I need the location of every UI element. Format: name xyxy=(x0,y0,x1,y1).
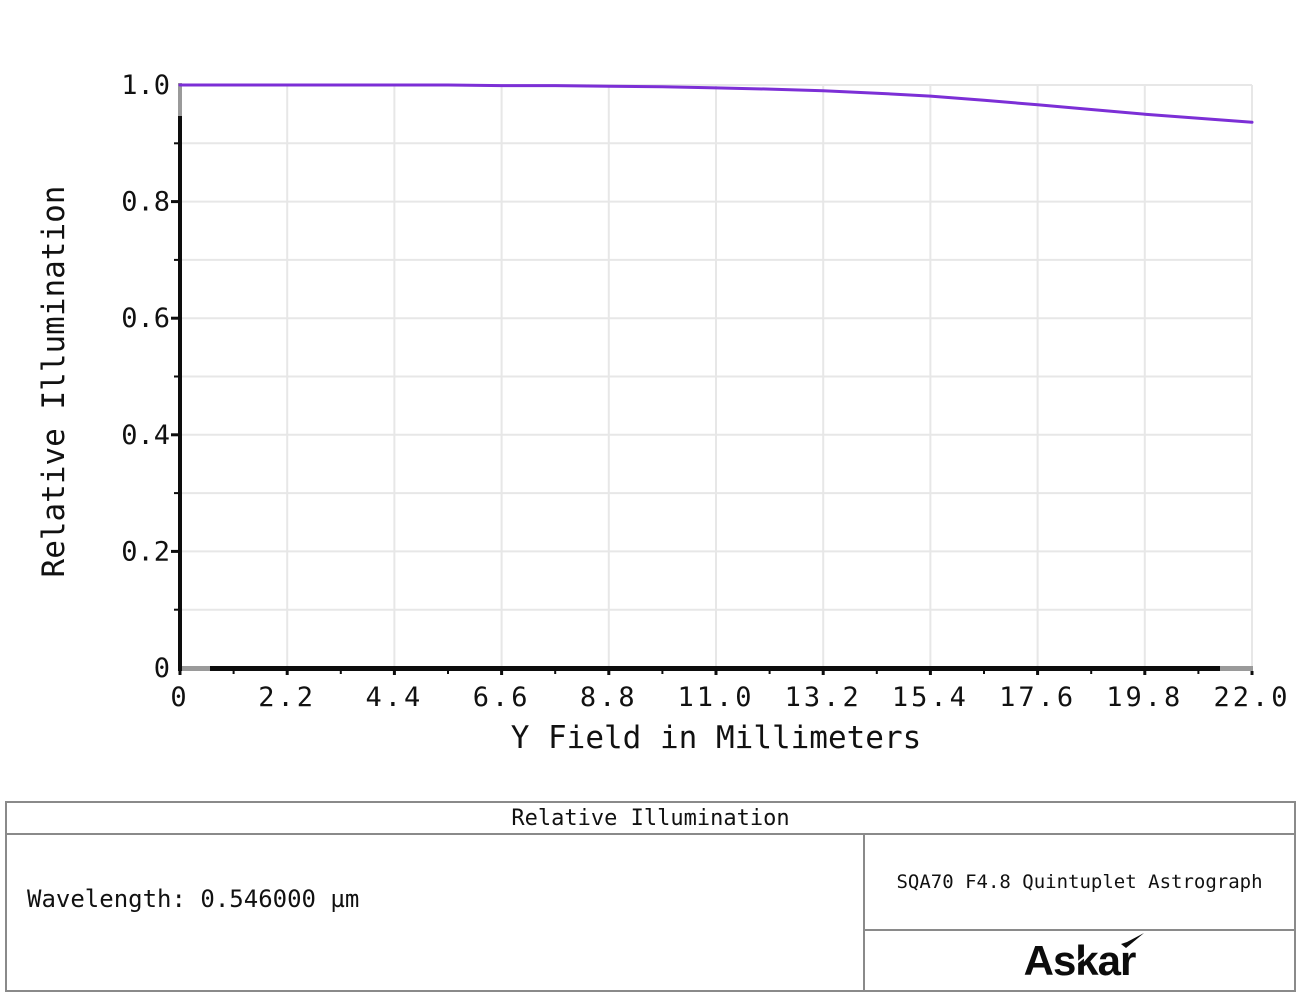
y-tick-label: 1.0 xyxy=(121,70,170,101)
x-axis-minor-tick xyxy=(1197,671,1200,674)
x-tick-label: 13.2 xyxy=(785,682,862,713)
x-tick-label: 8.8 xyxy=(580,682,638,713)
y-axis-title: Relative Illumination xyxy=(36,186,72,578)
y-axis-tick xyxy=(171,200,178,204)
y-axis-tick xyxy=(174,608,178,611)
y-tick-label: 0.2 xyxy=(121,536,170,567)
x-axis-minor-tick xyxy=(339,671,342,674)
relative-illumination-curve xyxy=(178,83,1254,124)
x-axis-tick xyxy=(1143,671,1147,675)
y-axis-line xyxy=(178,116,182,671)
x-tick-label: 22.0 xyxy=(1213,682,1290,713)
summary-table: Relative Illumination Wavelength: 0.5460… xyxy=(5,801,1296,992)
brand-box: Askar xyxy=(865,931,1294,990)
y-axis-tick xyxy=(174,142,178,145)
askar-swoosh-icon xyxy=(1121,932,1145,948)
x-axis-minor-tick xyxy=(661,671,664,674)
y-axis-tick xyxy=(174,492,178,495)
summary-right-column: SQA70 F4.8 Quintuplet Astrograph Askar xyxy=(865,835,1294,990)
x-tick-label: 19.8 xyxy=(1106,682,1183,713)
relative-illumination-plot: 1.0 0.8 0.6 0.4 0.2 00 2.2 4.4 6.6 8.8 11.0 13.2 15.… xyxy=(36,70,1290,756)
x-axis-minor-tick xyxy=(447,671,449,674)
x-axis-tick xyxy=(607,671,611,675)
y-axis-tick xyxy=(171,316,178,320)
x-axis-tick xyxy=(178,671,182,675)
wavelength-text: Wavelength: 0.546000 µm xyxy=(7,835,865,990)
y-tick-label: 0 xyxy=(154,653,170,684)
x-axis-minor-tick xyxy=(232,671,235,674)
x-tick-label: 4.4 xyxy=(366,682,424,713)
x-axis-minor-tick xyxy=(554,671,557,674)
x-tick-label: 0 xyxy=(170,682,189,713)
x-axis-tick xyxy=(928,671,932,675)
x-tick-label: 2.2 xyxy=(258,682,316,713)
x-axis-title: Y Field in Millimeters xyxy=(511,720,922,756)
y-axis-tick xyxy=(174,258,178,261)
x-tick-label: 6.6 xyxy=(473,682,531,713)
x-axis-tick xyxy=(500,671,504,675)
y-axis-tick xyxy=(174,375,178,378)
y-axis-tick xyxy=(171,549,178,553)
summary-body: Wavelength: 0.546000 µm SQA70 F4.8 Quint… xyxy=(7,835,1294,990)
x-axis-tick xyxy=(392,671,396,675)
x-axis-line xyxy=(210,666,1220,671)
x-tick-label: 17.6 xyxy=(999,682,1076,713)
y-axis-tick xyxy=(171,433,178,437)
x-axis-minor-tick xyxy=(875,671,878,674)
y-tick-label: 0.4 xyxy=(121,420,170,451)
x-tick-label: 11.0 xyxy=(677,682,754,713)
x-axis-minor-tick xyxy=(768,671,771,674)
summary-title: Relative Illumination xyxy=(7,803,1294,835)
x-axis-tick xyxy=(714,671,718,675)
lens-title: SQA70 F4.8 Quintuplet Astrograph xyxy=(865,835,1294,931)
x-axis-tick xyxy=(1250,671,1254,675)
x-axis-minor-tick xyxy=(1090,671,1093,674)
y-tick-label: 0.6 xyxy=(121,303,170,334)
x-axis-tick xyxy=(1036,671,1040,675)
y-tick-label: 0.8 xyxy=(121,187,170,218)
x-axis-minor-tick xyxy=(983,671,985,674)
x-axis-tick xyxy=(285,671,289,675)
x-tick-label: 15.4 xyxy=(892,682,969,713)
askar-logo: Askar xyxy=(1024,932,1145,982)
x-axis-tick xyxy=(821,671,825,675)
